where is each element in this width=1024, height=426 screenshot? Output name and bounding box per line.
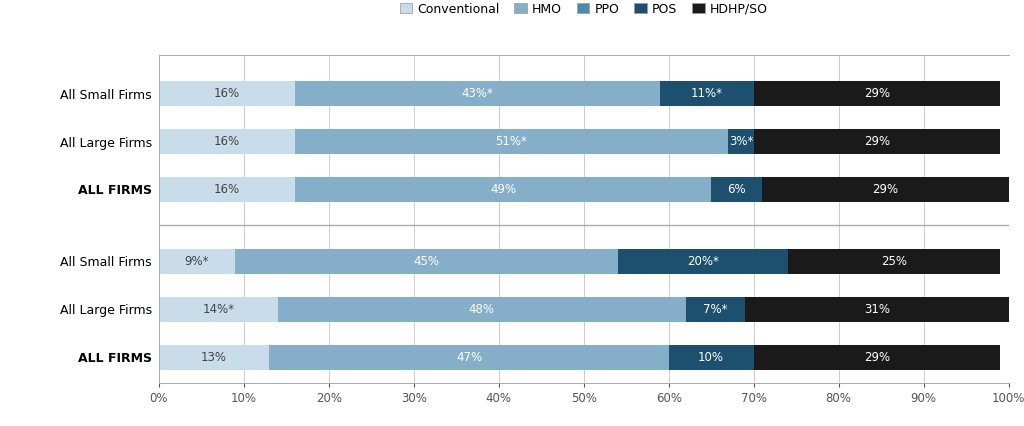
Bar xyxy=(295,177,711,202)
Text: 47%: 47% xyxy=(456,351,482,363)
Bar xyxy=(728,129,754,154)
Text: 29%: 29% xyxy=(864,87,890,100)
Bar xyxy=(236,249,617,274)
Bar xyxy=(159,297,278,322)
Bar xyxy=(711,177,762,202)
Bar xyxy=(159,249,236,274)
Text: 25%: 25% xyxy=(881,255,907,268)
Text: 51%*: 51%* xyxy=(496,135,527,148)
Text: 3%*: 3%* xyxy=(729,135,753,148)
Text: 20%*: 20%* xyxy=(687,255,719,268)
Text: 11%*: 11%* xyxy=(691,87,723,100)
Text: 45%: 45% xyxy=(414,255,439,268)
Text: 16%: 16% xyxy=(214,183,240,196)
Bar xyxy=(295,129,728,154)
Text: 31%: 31% xyxy=(864,303,890,316)
Bar xyxy=(686,297,745,322)
Text: 14%*: 14%* xyxy=(202,303,234,316)
Text: 7%*: 7%* xyxy=(703,303,728,316)
Text: 13%: 13% xyxy=(201,351,227,363)
Text: 6%: 6% xyxy=(727,183,745,196)
Bar xyxy=(295,81,660,106)
Bar xyxy=(159,81,295,106)
Bar xyxy=(754,129,1000,154)
Bar xyxy=(660,81,754,106)
Bar xyxy=(617,249,787,274)
Bar xyxy=(754,345,1000,369)
Text: 16%: 16% xyxy=(214,135,240,148)
Legend: Conventional, HMO, PPO, POS, HDHP/SO: Conventional, HMO, PPO, POS, HDHP/SO xyxy=(399,3,768,16)
Bar xyxy=(669,345,754,369)
Bar xyxy=(762,177,1009,202)
Bar xyxy=(745,297,1009,322)
Bar xyxy=(278,297,686,322)
Bar xyxy=(159,345,269,369)
Text: 29%: 29% xyxy=(864,135,890,148)
Text: 9%*: 9%* xyxy=(184,255,209,268)
Bar xyxy=(159,129,295,154)
Bar xyxy=(754,81,1000,106)
Bar xyxy=(159,177,295,202)
Text: 29%: 29% xyxy=(864,351,890,363)
Text: 49%: 49% xyxy=(489,183,516,196)
Text: 10%: 10% xyxy=(698,351,724,363)
Text: 29%: 29% xyxy=(872,183,898,196)
Text: 43%*: 43%* xyxy=(462,87,494,100)
Text: 16%: 16% xyxy=(214,87,240,100)
Text: 48%: 48% xyxy=(469,303,495,316)
Bar xyxy=(787,249,1000,274)
Bar xyxy=(269,345,669,369)
